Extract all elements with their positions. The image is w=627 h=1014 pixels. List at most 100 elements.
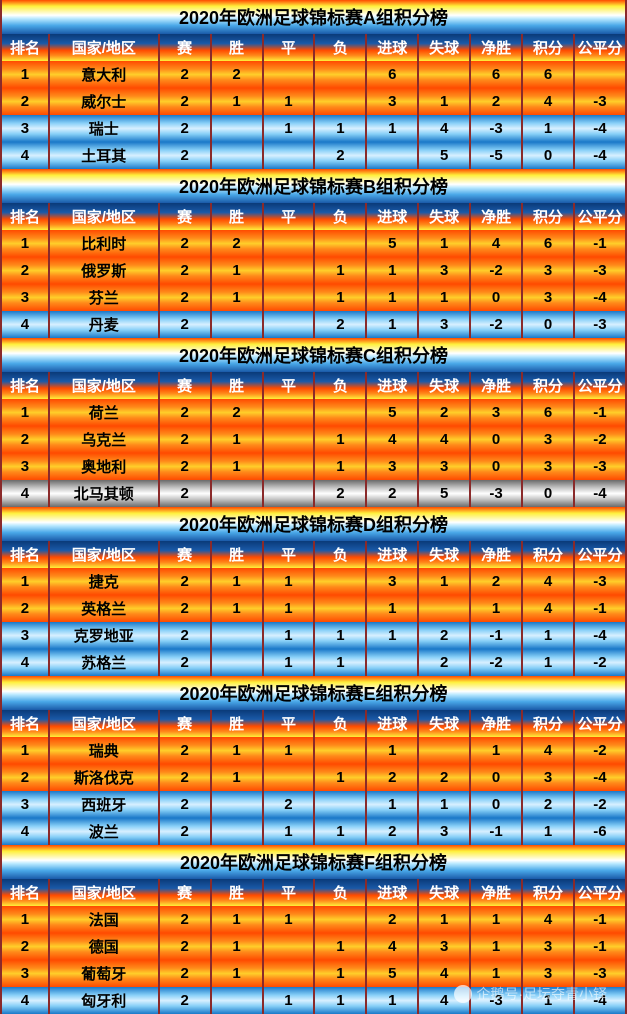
stat-cell: -3 (470, 480, 522, 507)
stat-cell: 1 (314, 933, 366, 960)
stat-cell: 2 (418, 399, 470, 426)
column-header: 胜 (211, 710, 263, 737)
team-cell: 荷兰 (49, 399, 159, 426)
stat-cell: 1 (263, 622, 315, 649)
rank-cell: 1 (1, 568, 49, 595)
stat-cell: 2 (159, 453, 211, 480)
column-header: 公平分 (574, 203, 626, 230)
team-cell: 芬兰 (49, 284, 159, 311)
stat-cell: 1 (314, 115, 366, 142)
stat-cell (263, 933, 315, 960)
rank-cell: 2 (1, 257, 49, 284)
stat-cell: 1 (211, 906, 263, 933)
column-header: 进球 (366, 879, 418, 906)
stat-cell: 1 (263, 595, 315, 622)
stat-cell (211, 480, 263, 507)
stat-cell: 2 (159, 987, 211, 1014)
group-title: 2020年欧洲足球锦标赛E组积分榜 (1, 676, 626, 710)
standings-tables: 2020年欧洲足球锦标赛A组积分榜排名国家/地区赛胜平负进球失球净胜积分公平分1… (0, 0, 627, 1014)
stat-cell: 1 (418, 230, 470, 257)
team-cell: 葡萄牙 (49, 960, 159, 987)
stat-cell: 2 (366, 906, 418, 933)
stat-cell: 4 (522, 568, 574, 595)
column-header: 赛 (159, 710, 211, 737)
rank-cell: 4 (1, 142, 49, 169)
column-header: 积分 (522, 203, 574, 230)
stat-cell: 0 (470, 791, 522, 818)
stat-cell: -1 (470, 622, 522, 649)
column-header: 平 (263, 879, 315, 906)
team-cell: 斯洛伐克 (49, 764, 159, 791)
team-cell: 乌克兰 (49, 426, 159, 453)
stat-cell (418, 737, 470, 764)
stat-cell: 2 (159, 933, 211, 960)
stat-cell: 0 (470, 426, 522, 453)
stat-cell: -4 (574, 480, 626, 507)
stat-cell: -3 (574, 311, 626, 338)
stat-cell: 1 (211, 933, 263, 960)
column-header: 平 (263, 34, 315, 61)
team-cell: 比利时 (49, 230, 159, 257)
stat-cell: 1 (314, 960, 366, 987)
stat-cell: 3 (418, 257, 470, 284)
column-header: 失球 (418, 710, 470, 737)
stat-cell: 4 (418, 960, 470, 987)
stat-cell: 1 (211, 568, 263, 595)
stat-cell: 4 (522, 737, 574, 764)
column-header: 国家/地区 (49, 879, 159, 906)
stat-cell (263, 284, 315, 311)
stat-cell: 2 (159, 737, 211, 764)
stat-cell: 3 (470, 399, 522, 426)
column-header: 胜 (211, 541, 263, 568)
stat-cell (418, 61, 470, 88)
team-cell: 瑞典 (49, 737, 159, 764)
team-cell: 俄罗斯 (49, 257, 159, 284)
column-header: 排名 (1, 541, 49, 568)
stat-cell: 1 (211, 453, 263, 480)
stat-cell (211, 142, 263, 169)
stat-cell (574, 61, 626, 88)
stat-cell: 0 (470, 284, 522, 311)
stat-cell: 2 (366, 764, 418, 791)
team-cell: 捷克 (49, 568, 159, 595)
stat-cell: 1 (211, 284, 263, 311)
stat-cell: 3 (366, 453, 418, 480)
rank-cell: 4 (1, 480, 49, 507)
stat-cell: -1 (470, 818, 522, 845)
column-header: 进球 (366, 203, 418, 230)
stat-cell (314, 88, 366, 115)
stat-cell (263, 61, 315, 88)
stat-cell: 3 (522, 257, 574, 284)
rank-cell: 2 (1, 933, 49, 960)
team-cell: 英格兰 (49, 595, 159, 622)
stat-cell: 1 (314, 453, 366, 480)
team-cell: 威尔士 (49, 88, 159, 115)
stat-cell (314, 906, 366, 933)
column-header: 排名 (1, 34, 49, 61)
stat-cell: 1 (263, 737, 315, 764)
stat-cell (314, 791, 366, 818)
column-header: 负 (314, 34, 366, 61)
rank-cell: 2 (1, 764, 49, 791)
stat-cell: 1 (470, 595, 522, 622)
stat-cell: 1 (366, 311, 418, 338)
rank-cell: 1 (1, 61, 49, 88)
stat-cell (314, 399, 366, 426)
stat-cell: 1 (418, 284, 470, 311)
column-header: 赛 (159, 34, 211, 61)
stat-cell: 3 (418, 311, 470, 338)
rank-cell: 3 (1, 453, 49, 480)
column-header: 公平分 (574, 541, 626, 568)
stat-cell: 2 (159, 230, 211, 257)
rank-cell: 1 (1, 737, 49, 764)
stat-cell: 1 (366, 284, 418, 311)
column-header: 进球 (366, 372, 418, 399)
stat-cell: 1 (211, 764, 263, 791)
column-header: 赛 (159, 879, 211, 906)
stat-cell: 1 (263, 568, 315, 595)
column-header: 赛 (159, 372, 211, 399)
column-header: 净胜 (470, 372, 522, 399)
stat-cell: 4 (522, 906, 574, 933)
column-header: 负 (314, 541, 366, 568)
stat-cell: -3 (574, 960, 626, 987)
